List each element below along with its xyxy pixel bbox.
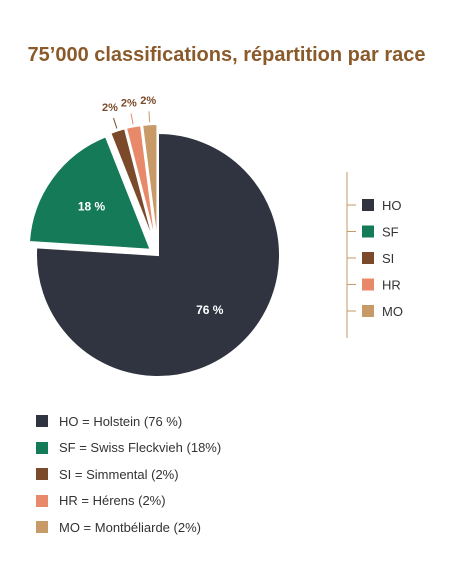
pie-slice-si [109,127,157,247]
legend-bottom-label: MO = Montbéliarde (2%) [59,519,201,535]
legend-swatch-mo [362,305,374,317]
slice-label-si: 2% [102,102,118,114]
pie-slices [27,123,281,378]
legend-label-ho: HO [382,198,402,213]
pie-slice-ho [35,131,281,378]
legend-swatch-ho [362,199,374,211]
slice-label-sf: 18 % [78,200,106,214]
legend-swatch-si [362,252,374,264]
pie-slice-hr [124,124,158,247]
legend-label-mo: MO [382,304,403,319]
pie-slice-sf [27,134,153,251]
legend-bottom-item: SI = Simmental (2%) [36,461,221,488]
legend-bottom-swatch [36,494,48,507]
legend-bottom-swatch [36,521,48,534]
legend-bottom-label: HO = Holstein (76 %) [59,413,183,429]
legend-swatch-hr [362,278,374,291]
chart-title: 75’000 classifications, répartition par … [27,44,426,66]
legend-bottom-label: HR = Hérens (2%) [59,493,166,509]
leader-line-hr [130,113,134,125]
legend-bottom-item: HO = Holstein (76 %) [36,408,221,435]
legend-bottom-item: SF = Swiss Fleckvieh (18%) [36,435,221,462]
leader-line-mo [148,111,151,123]
slice-labels: 76 %18 %2% 2% 2% [78,95,224,317]
legend-bottom-item: MO = Montbéliarde (2%) [36,514,221,541]
slice-label-hr: 2% [121,97,137,109]
legend-bottom-swatch [36,441,48,454]
legend-bottom-label: SF = Swiss Fleckvieh (18%) [59,440,222,456]
legend-bottom-swatch [36,415,48,428]
leader-lines [113,111,151,129]
legend-bottom-swatch [36,468,48,481]
leader-line-si [113,117,118,129]
legend-label-si: SI [382,251,394,266]
legend-bottom-item: HR = Hérens (2%) [36,488,221,515]
legend-label-sf: SF [382,225,399,240]
pie-slice-mo [141,123,159,247]
legend-label-hr: HR [382,278,401,293]
slice-label-mo: 2% [140,95,156,107]
legend-bottom-label: SI = Simmental (2%) [59,466,179,482]
legend-swatch-sf [362,225,374,238]
legend-right: HO SF SI HR MO [346,172,403,338]
slice-label-ho: 76 % [196,303,224,317]
legend-bottom: HO = Holstein (76 %) SF = Swiss Fleckvieh… [36,408,221,541]
